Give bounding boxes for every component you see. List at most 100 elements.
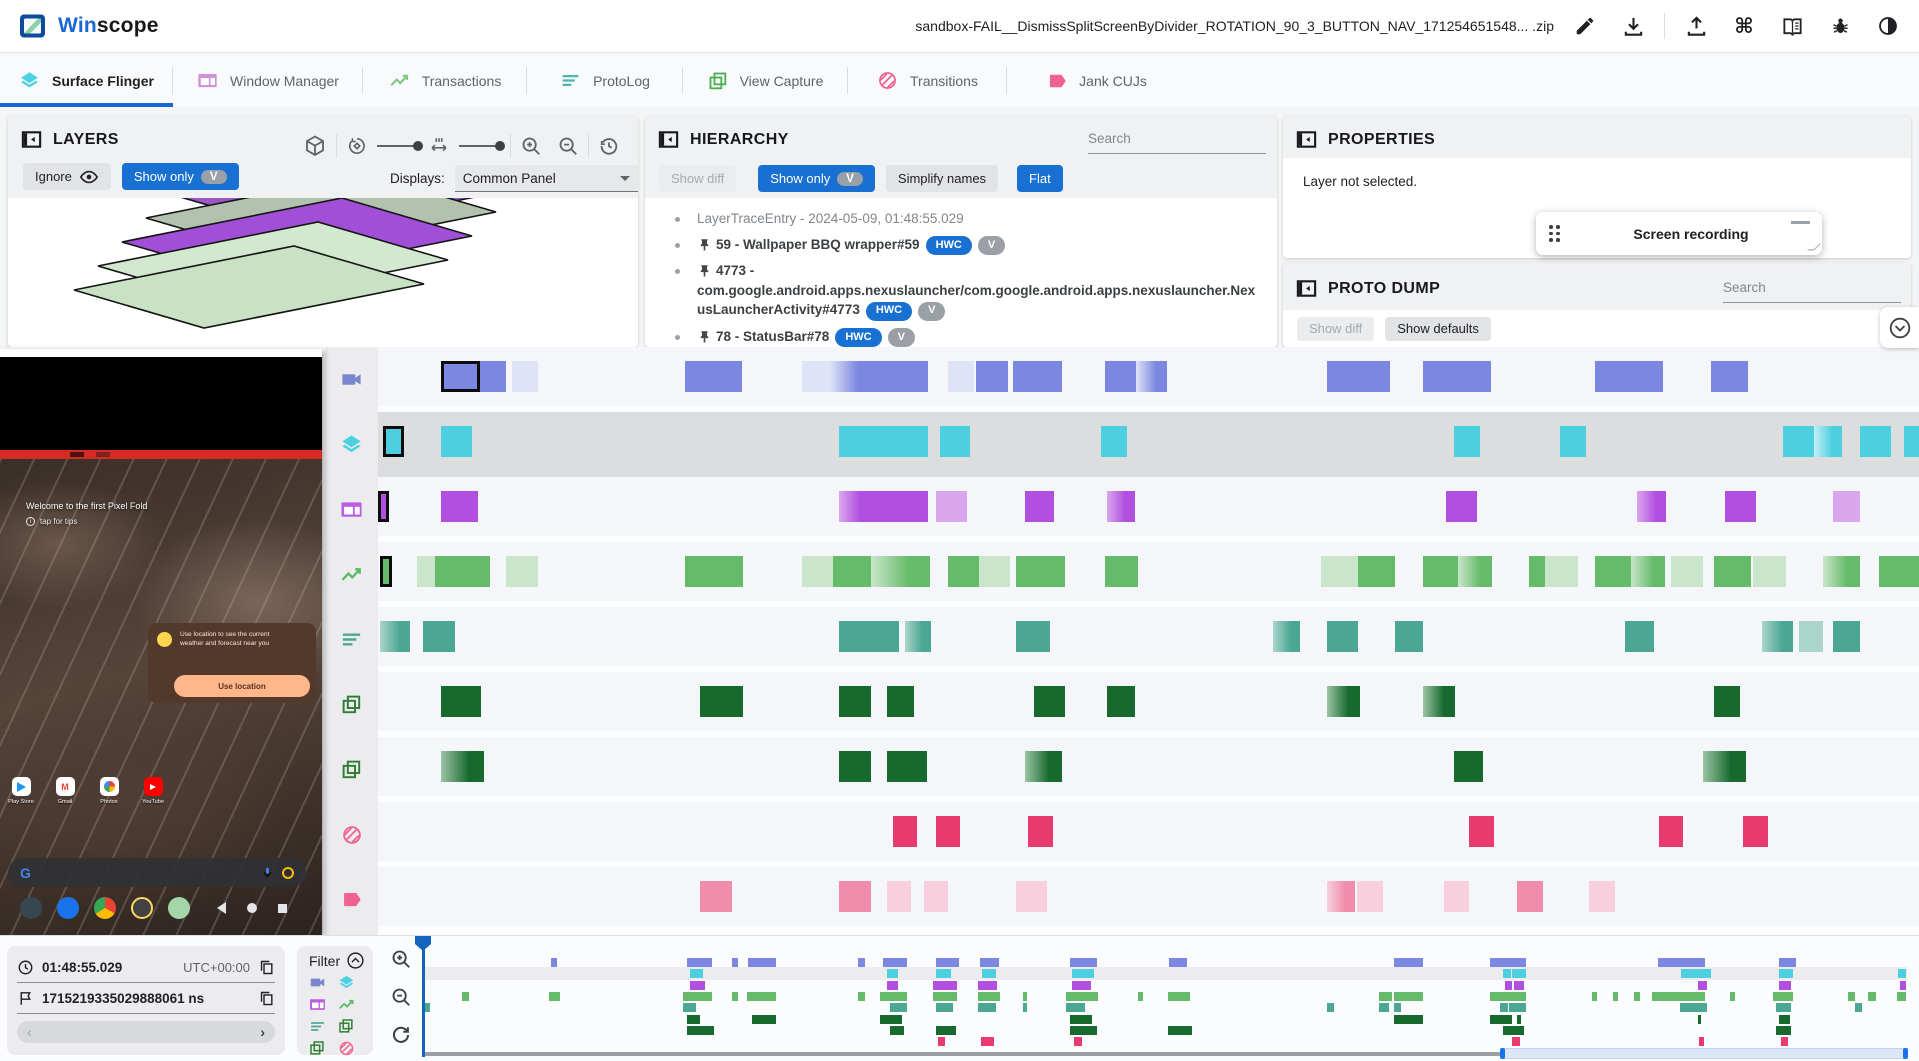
trace-entry-block[interactable] [1529,556,1545,587]
trace-entry-block[interactable] [1559,426,1587,457]
documentation-button[interactable] [1775,9,1809,43]
youtube-shortcut[interactable]: YouTube [138,777,168,805]
trace-entry-block[interactable] [1544,556,1579,587]
minimap-row-sf[interactable] [423,969,1907,979]
trace-entry-block[interactable] [684,361,742,392]
screen-recording-overlay-window[interactable]: Screen recording [1536,212,1822,255]
trace-entry-block[interactable] [1714,686,1741,717]
collapse-filter-button[interactable] [346,951,365,970]
nav-home-button[interactable] [247,903,257,913]
trace-entry-block[interactable] [441,686,482,717]
trace-entry-block[interactable] [1034,686,1066,717]
edit-file-button[interactable] [1568,9,1602,43]
minimap-row-protolog[interactable] [423,1003,1907,1013]
nav-back-button[interactable] [217,902,226,914]
slider-selection[interactable] [1501,1048,1906,1059]
copy-icon[interactable] [258,990,275,1007]
ignore-toggle[interactable]: Ignore [23,163,111,190]
pin-icon[interactable] [697,238,712,253]
trace-entry-block[interactable] [1710,361,1748,392]
current-time[interactable]: 01:48:55.029 [42,959,123,975]
trace-entry-block[interactable] [1327,621,1359,652]
trace-entry-block[interactable] [801,361,830,392]
trace-entry-block[interactable] [1106,491,1135,522]
show-only-v-toggle[interactable]: Show only V [121,163,239,190]
trace-entry-block[interactable] [838,621,872,652]
trace-entry-block[interactable] [871,621,899,652]
trace-entry-block[interactable] [886,881,912,912]
trace-entry-block[interactable] [940,426,970,457]
simplify-names-toggle[interactable]: Simplify names [885,165,999,192]
spacing-slider[interactable] [459,141,505,151]
flat-toggle[interactable]: Flat [1017,165,1063,192]
trace-entry-block[interactable] [1469,816,1494,847]
timeline-cursor-handle[interactable] [415,936,431,951]
gmail-shortcut[interactable]: M Gmail [50,777,80,805]
download-button[interactable] [1616,9,1650,43]
hwc-chip[interactable]: HWC [925,236,972,255]
trace-entry-block[interactable] [512,361,539,392]
dock-app-icon[interactable] [20,897,42,919]
trace-entry-block[interactable] [1445,491,1477,522]
filter-view-capture-icon[interactable] [338,1018,354,1034]
tab-protolog[interactable]: ProtoLog [527,54,683,107]
tab-transactions[interactable]: Transactions [363,54,527,107]
hierarchy-show-only-v-toggle[interactable]: Show only V [758,165,875,192]
trace-entry-block[interactable] [801,556,833,587]
trace-entry-block[interactable] [1422,556,1459,587]
minimap-zoom-in-button[interactable] [390,948,412,970]
timeline-minimap[interactable] [423,951,1907,1047]
minimap-range-slider[interactable] [423,1048,1908,1059]
hierarchy-search-input[interactable]: Search [1088,130,1266,154]
trace-entry-block[interactable] [378,491,389,522]
trace-entry-block[interactable] [886,686,915,717]
trace-entry-block[interactable] [1327,881,1355,912]
trace-entry-block[interactable] [1015,881,1047,912]
timeline-row-vc[interactable] [378,737,1919,802]
filter-screen-recording-icon[interactable] [309,974,326,991]
drag-handle-icon[interactable] [1549,225,1560,242]
trace-entry-block[interactable] [1814,426,1842,457]
minimap-row-vc[interactable] [423,1014,1907,1024]
trace-entry-block[interactable] [1012,361,1063,392]
trace-entry-block[interactable] [838,751,872,782]
timeline-row-sf[interactable] [378,412,1919,477]
trace-entry-block[interactable] [829,361,873,392]
dark-mode-toggle[interactable] [1871,9,1905,43]
trace-entry-block[interactable] [935,491,967,522]
visibility-chip[interactable]: V [977,236,1006,255]
trace-entry-block[interactable] [1273,621,1300,652]
trace-entry-block[interactable] [1358,556,1396,587]
hierarchy-tree-node[interactable]: LayerTraceEntry - 2024-05-09, 01:48:55.0… [655,206,1267,232]
minimap-zoom-out-button[interactable] [390,986,412,1008]
proto-show-diff-button[interactable]: Show diff [1297,316,1375,341]
trace-entry-block[interactable] [416,556,435,587]
trace-entry-block[interactable] [1327,686,1360,717]
tab-surface-flinger[interactable]: Surface Flinger [0,54,173,107]
trace-entry-block[interactable] [1321,556,1359,587]
trace-entry-block[interactable] [1453,751,1483,782]
trace-entry-block[interactable] [905,621,932,652]
trace-entry-block[interactable] [923,881,949,912]
3d-view-button[interactable] [303,134,327,158]
trace-entry-block[interactable] [1832,621,1861,652]
trace-entry-block[interactable] [379,556,392,587]
trace-entry-block[interactable] [505,556,539,587]
trace-entry-block[interactable] [871,556,930,587]
trace-entry-block[interactable] [1105,556,1138,587]
filter-view-capture-icon[interactable] [309,1040,325,1056]
trace-entry-block[interactable] [1903,426,1919,457]
minimize-button[interactable] [1791,221,1810,224]
trace-entry-block[interactable] [1798,621,1824,652]
trace-entry-block[interactable] [1395,621,1423,652]
pin-icon[interactable] [697,330,712,345]
expand-timeline-button[interactable] [1880,307,1919,348]
trace-entry-block[interactable] [1105,361,1137,392]
trace-entry-block[interactable] [1703,751,1747,782]
trace-entry-block[interactable] [1028,816,1053,847]
filter-window-manager-icon[interactable] [309,996,326,1013]
trace-entry-block[interactable] [1106,686,1135,717]
minimap-reset-zoom-button[interactable] [390,1024,412,1046]
trace-entry-block[interactable] [978,556,1010,587]
play-store-shortcut[interactable]: Play Store [6,777,36,805]
